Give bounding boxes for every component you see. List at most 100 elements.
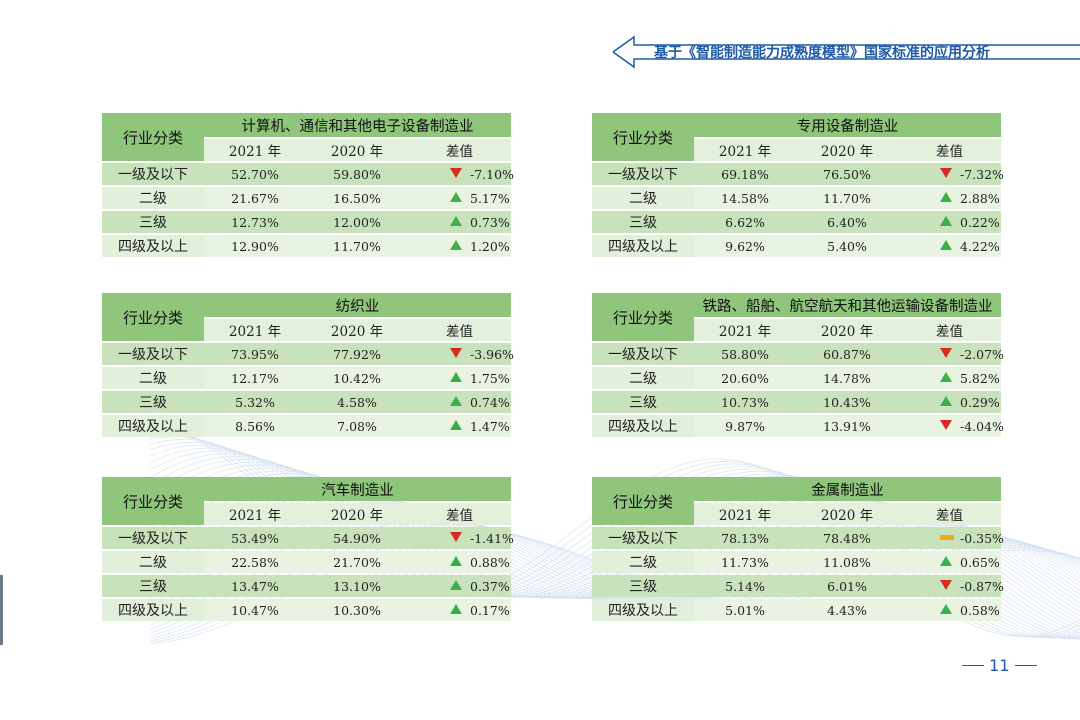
table-row: 四级及以上 12.90% 11.70% 1.20% [102, 235, 512, 257]
table-row: 一级及以下 53.49% 54.90% -1.41% [102, 527, 514, 549]
col-header-2021: 2021 年 [694, 139, 796, 161]
value-diff: 0.73% [408, 211, 512, 233]
col-header-2021: 2021 年 [204, 139, 306, 161]
industry-table-electronics: 行业分类 计算机、通信和其他电子设备制造业 2021 年 2020 年差值 一级及以下 5… [102, 111, 514, 259]
value-diff: 0.88% [408, 551, 512, 573]
value-2021: 9.87% [694, 415, 796, 437]
trend-down-icon [940, 579, 952, 590]
row-label: 一级及以下 [102, 163, 204, 185]
diff-text: 1.20% [470, 238, 510, 254]
value-2021: 22.58% [204, 551, 306, 573]
diff-text: -4.04% [960, 418, 1004, 434]
value-2020: 12.00% [306, 211, 408, 233]
col-header-diff: 差值 [408, 139, 512, 161]
table-row: 一级及以下 78.13% 78.48% -0.35% [592, 527, 1004, 549]
col-header-2021: 2021 年 [204, 503, 306, 525]
diff-text: 0.17% [470, 602, 510, 618]
row-label: 四级及以上 [592, 235, 694, 257]
row-label: 二级 [102, 187, 204, 209]
value-2021: 12.73% [204, 211, 306, 233]
row-label: 二级 [102, 551, 204, 573]
diff-text: 0.22% [960, 214, 1000, 230]
value-2020: 4.43% [796, 599, 898, 621]
value-2021: 52.70% [204, 163, 306, 185]
trend-up-icon [940, 239, 952, 250]
diff-text: 0.88% [470, 554, 510, 570]
row-label: 一级及以下 [592, 343, 694, 365]
value-2020: 5.40% [796, 235, 898, 257]
trend-up-icon [450, 555, 462, 566]
table-row: 四级及以上 5.01% 4.43% 0.58% [592, 599, 1002, 621]
value-diff: 1.75% [408, 367, 511, 389]
page-number-text: 11 [989, 656, 1010, 675]
industry-table-textile: 行业分类 纺织业 2021 年 2020 年差值 一级及以下 73.95% 77.92% -3… [102, 291, 514, 439]
value-diff: -0.87% [898, 575, 1004, 597]
table-row: 二级 20.60% 14.78% 5.82% [592, 367, 1002, 389]
col-header-2021: 2021 年 [694, 503, 796, 525]
value-2020: 76.50% [796, 163, 898, 185]
page-number: 11 [962, 656, 1037, 675]
row-label: 一级及以下 [102, 527, 204, 549]
category-header: 行业分类 [102, 293, 204, 341]
trend-up-icon [940, 603, 952, 614]
value-2021: 12.90% [204, 235, 306, 257]
diff-text: -2.07% [960, 346, 1004, 362]
value-2021: 5.32% [204, 391, 306, 413]
value-2020: 6.40% [796, 211, 898, 233]
value-2021: 69.18% [694, 163, 796, 185]
row-label: 三级 [102, 391, 204, 413]
trend-down-icon [940, 347, 952, 358]
industry-name: 纺织业 [204, 293, 511, 317]
value-2021: 10.73% [694, 391, 796, 413]
value-2021: 73.95% [204, 343, 306, 365]
trend-up-icon [450, 603, 462, 614]
row-label: 二级 [592, 367, 694, 389]
value-2021: 6.62% [694, 211, 796, 233]
trend-up-icon [940, 555, 952, 566]
trend-down-icon [450, 531, 462, 542]
table-row: 二级 21.67% 16.50% 5.17% [102, 187, 512, 209]
trend-down-icon [940, 419, 952, 430]
value-diff: 1.47% [408, 415, 511, 437]
row-label: 三级 [592, 391, 694, 413]
table-row: 二级 12.17% 10.42% 1.75% [102, 367, 511, 389]
value-2020: 21.70% [306, 551, 408, 573]
trend-down-icon [450, 167, 462, 178]
trend-down-icon [940, 167, 952, 178]
value-2020: 10.42% [306, 367, 408, 389]
diff-text: 0.29% [960, 394, 1000, 410]
trend-up-icon [940, 191, 952, 202]
diff-text: -3.96% [470, 346, 514, 362]
value-2020: 54.90% [306, 527, 408, 549]
value-2020: 77.92% [306, 343, 408, 365]
col-header-diff: 差值 [898, 139, 1002, 161]
value-2020: 11.70% [306, 235, 408, 257]
value-diff: -2.07% [898, 343, 1004, 365]
value-2020: 78.48% [796, 527, 898, 549]
diff-text: 0.65% [960, 554, 1000, 570]
row-label: 一级及以下 [102, 343, 204, 365]
col-header-2021: 2021 年 [204, 319, 306, 341]
value-diff: 0.74% [408, 391, 511, 413]
value-2021: 10.47% [204, 599, 306, 621]
table-row: 一级及以下 52.70% 59.80% -7.10% [102, 163, 514, 185]
industry-name: 专用设备制造业 [694, 113, 1002, 137]
value-2020: 13.91% [796, 415, 898, 437]
value-2021: 14.58% [694, 187, 796, 209]
trend-up-icon [940, 371, 952, 382]
row-label: 三级 [102, 211, 204, 233]
diff-text: -7.10% [470, 166, 514, 182]
arrow-banner-icon [612, 35, 1080, 69]
diff-text: 0.74% [470, 394, 510, 410]
diff-text: 4.22% [960, 238, 1000, 254]
industry-name: 铁路、船舶、航空航天和其他运输设备制造业 [694, 293, 1002, 317]
page-header-title: 基于《智能制造能力成熟度模型》国家标准的应用分析 [654, 45, 990, 61]
value-diff: 2.88% [898, 187, 1002, 209]
value-2021: 5.01% [694, 599, 796, 621]
row-label: 三级 [102, 575, 204, 597]
row-label: 二级 [592, 187, 694, 209]
diff-text: 2.88% [960, 190, 1000, 206]
table-row: 二级 11.73% 11.08% 0.65% [592, 551, 1002, 573]
value-2020: 16.50% [306, 187, 408, 209]
value-diff: -0.35% [898, 527, 1004, 549]
